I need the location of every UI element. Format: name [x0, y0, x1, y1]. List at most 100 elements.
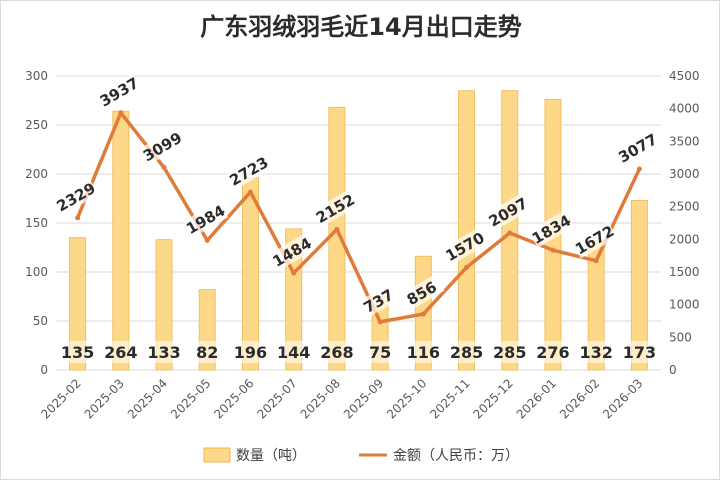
svg-text:276: 276 [536, 343, 569, 362]
svg-text:116: 116 [407, 343, 440, 362]
svg-text:144: 144 [277, 343, 310, 362]
series-line [75, 111, 642, 324]
left-tick-label: 50 [33, 314, 48, 328]
svg-text:268: 268 [320, 343, 353, 362]
svg-text:133: 133 [147, 343, 180, 362]
line-point[interactable] [636, 166, 642, 172]
line-point[interactable] [464, 264, 470, 270]
right-tick-label: 4000 [669, 102, 700, 116]
bar-value-label: 116 [404, 341, 443, 363]
svg-text:2329: 2329 [54, 179, 99, 215]
svg-text:3099: 3099 [140, 129, 185, 165]
x-tick-label: 2025-03 [82, 376, 127, 421]
right-tick-label: 500 [669, 330, 692, 344]
svg-text:285: 285 [450, 343, 483, 362]
bar-value-label: 82 [188, 341, 227, 363]
line-value-label: 1984 [182, 200, 229, 239]
right-tick-label: 4500 [669, 69, 700, 83]
bar-value-label: 285 [447, 341, 486, 363]
bar-value-label: 268 [317, 341, 356, 363]
x-tick-label: 2025-12 [471, 376, 516, 421]
line-value-label: 3937 [96, 73, 143, 111]
right-tick-label: 3000 [669, 167, 700, 181]
bar-value-label: 196 [231, 341, 270, 363]
left-tick-label: 0 [40, 363, 48, 377]
line-point[interactable] [204, 237, 210, 243]
bar[interactable] [630, 199, 648, 371]
x-tick-label: 2025-11 [427, 376, 472, 421]
line-point[interactable] [593, 258, 599, 264]
bar-value-label: 285 [490, 341, 529, 363]
chart-title: 广东羽绒羽毛近14月出口走势 [200, 13, 521, 41]
svg-text:285: 285 [493, 343, 526, 362]
bar[interactable] [458, 90, 476, 371]
svg-text:1984: 1984 [183, 202, 228, 238]
right-axis-ticks: 0 500 1000 1500 2000 2500 3000 3500 4000 4500 [669, 69, 700, 377]
x-tick-label: 2025-02 [38, 376, 83, 421]
x-tick-label: 2026-02 [557, 376, 602, 421]
bar-value-label: 132 [577, 341, 616, 363]
left-axis-ticks: 0 50 100 150 200 250 300 [25, 69, 48, 377]
svg-text:264: 264 [104, 343, 137, 362]
left-tick-label: 300 [25, 69, 48, 83]
line-point[interactable] [291, 270, 297, 276]
svg-text:135: 135 [61, 343, 94, 362]
x-tick-label: 2025-10 [384, 376, 429, 421]
left-tick-label: 150 [25, 216, 48, 230]
legend-bar-swatch [203, 447, 231, 463]
legend[interactable]: 数量（吨） 金额（人民币：万） [203, 447, 519, 464]
svg-text:173: 173 [623, 343, 656, 362]
bar-value-label: 173 [620, 341, 659, 363]
right-tick-label: 0 [669, 363, 677, 377]
x-tick-label: 2025-06 [211, 376, 256, 421]
svg-text:196: 196 [234, 343, 267, 362]
bar-labels: 135 264 133 82 196 144 268 75 116 285 285 276 132 173 [58, 341, 659, 363]
right-tick-label: 1000 [669, 298, 700, 312]
left-tick-label: 250 [25, 118, 48, 132]
left-tick-label: 200 [25, 167, 48, 181]
bar-value-label: 276 [533, 341, 572, 363]
x-tick-label: 2026-01 [514, 376, 559, 421]
bar[interactable] [69, 237, 87, 371]
legend-bar-label: 数量（吨） [236, 448, 306, 464]
bar-value-label: 75 [361, 341, 400, 363]
line-point[interactable] [377, 319, 383, 325]
x-tick-label: 2025-04 [125, 376, 170, 421]
bar-value-label: 144 [274, 341, 313, 363]
bar[interactable] [501, 90, 519, 371]
line-point[interactable] [507, 230, 513, 236]
legend-line-label: 金额（人民币：万） [393, 448, 519, 464]
right-tick-label: 1500 [669, 265, 700, 279]
x-tick-label: 2026-03 [600, 376, 645, 421]
bar-value-label: 133 [145, 341, 184, 363]
bar-value-label: 264 [101, 341, 140, 363]
x-tick-label: 2025-09 [341, 376, 386, 421]
line-point[interactable] [118, 110, 124, 116]
right-tick-label: 2500 [669, 200, 700, 214]
line-point[interactable] [75, 215, 81, 221]
bar[interactable] [112, 110, 130, 371]
line-point[interactable] [334, 226, 340, 232]
bar-value-label: 135 [58, 341, 97, 363]
x-tick-label: 2025-08 [298, 376, 343, 421]
line-value-label: 3099 [139, 127, 186, 166]
x-tick-label: 2025-05 [168, 376, 213, 421]
line-layer [75, 110, 642, 325]
left-tick-label: 100 [25, 265, 48, 279]
svg-text:75: 75 [369, 343, 391, 362]
line-point[interactable] [420, 311, 426, 317]
svg-text:3937: 3937 [97, 74, 142, 110]
line-point[interactable] [161, 165, 167, 171]
bar[interactable] [155, 239, 173, 371]
line-point[interactable] [550, 247, 556, 253]
svg-text:132: 132 [579, 343, 612, 362]
line-value-label: 3077 [614, 129, 661, 167]
svg-text:3077: 3077 [615, 130, 660, 166]
line-value-label: 2329 [52, 178, 99, 216]
line-point[interactable] [247, 189, 253, 195]
right-tick-label: 2000 [669, 232, 700, 246]
